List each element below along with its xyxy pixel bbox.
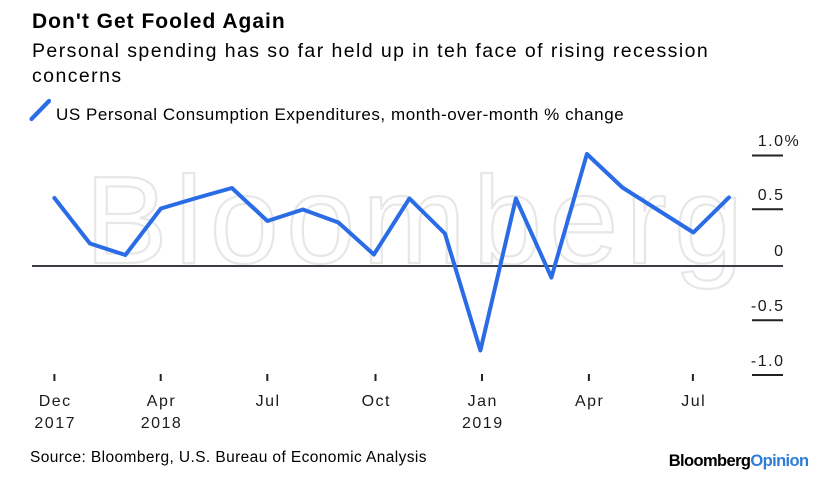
svg-text:Bloomberg: Bloomberg <box>85 152 750 290</box>
